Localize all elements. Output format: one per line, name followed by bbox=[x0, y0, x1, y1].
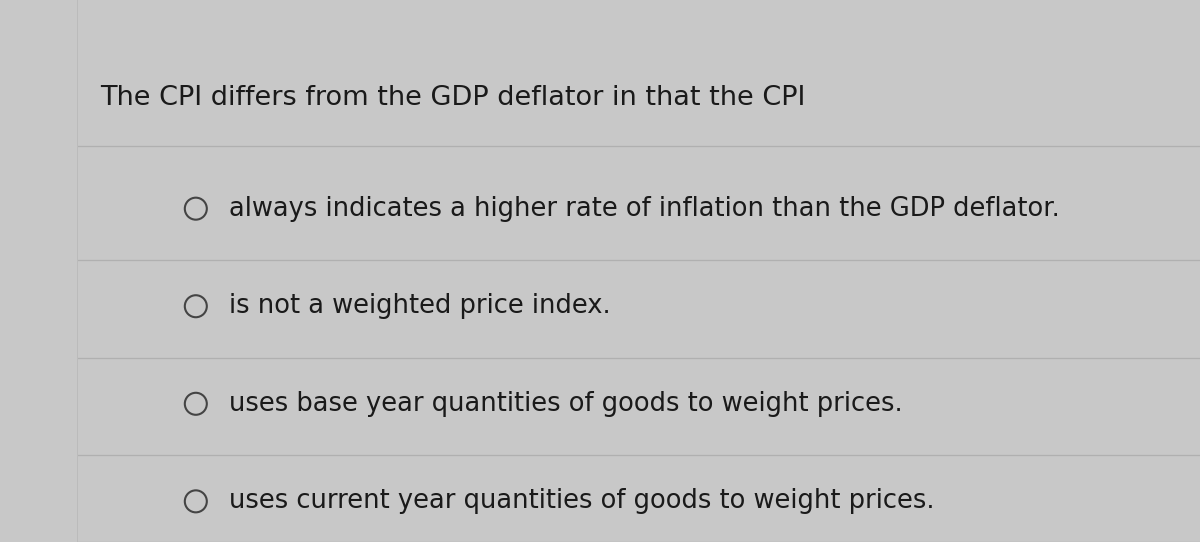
Text: uses current year quantities of goods to weight prices.: uses current year quantities of goods to… bbox=[229, 488, 935, 514]
Text: is not a weighted price index.: is not a weighted price index. bbox=[229, 293, 611, 319]
Text: The CPI differs from the GDP deflator in that the CPI: The CPI differs from the GDP deflator in… bbox=[101, 85, 806, 111]
Text: always indicates a higher rate of inflation than the GDP deflator.: always indicates a higher rate of inflat… bbox=[229, 196, 1061, 222]
Text: uses base year quantities of goods to weight prices.: uses base year quantities of goods to we… bbox=[229, 391, 904, 417]
